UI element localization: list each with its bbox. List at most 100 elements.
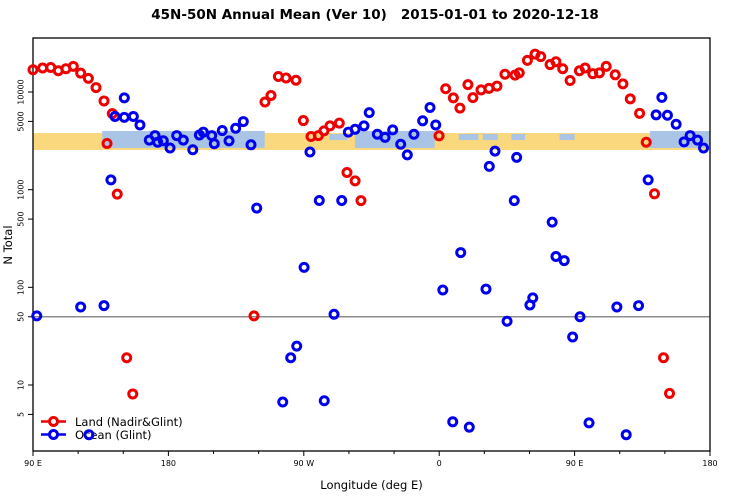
land-data-point [67, 60, 79, 72]
x-tick-label: 180 [702, 459, 717, 468]
y-tick-label: 1000 [17, 179, 26, 199]
land-data-point [658, 352, 670, 364]
ocean-band-dash [329, 134, 348, 141]
ocean-data-point [328, 308, 340, 320]
ocean-data-point [118, 111, 130, 123]
ocean-data-point [684, 130, 696, 142]
ocean-data-point [424, 101, 436, 113]
y-tick-label: 10 [17, 380, 26, 390]
ocean-data-point [670, 118, 682, 130]
land-data-point [98, 95, 110, 107]
ocean-data-point [567, 331, 579, 343]
y-tick-label: 100 [17, 280, 26, 295]
ocean-data-point [633, 300, 645, 312]
ocean-data-point [164, 142, 176, 154]
land-data-point [440, 83, 452, 95]
ocean-data-point [98, 300, 110, 312]
land-data-point [280, 72, 292, 84]
land-data-point [290, 74, 302, 86]
ocean-data-point [417, 115, 429, 127]
land-data-point [593, 67, 605, 79]
land-data-point [355, 195, 367, 207]
x-tick-label: 90 W [293, 459, 314, 468]
ocean-data-point [489, 145, 501, 157]
land-data-point [333, 117, 345, 129]
land-data-point [259, 96, 271, 108]
ocean-data-point [152, 136, 164, 148]
ocean-data-point [480, 283, 492, 295]
ocean-band-dash [458, 134, 479, 141]
land-data-point [557, 63, 569, 75]
land-data-point [550, 56, 562, 68]
land-data-point [513, 67, 525, 79]
ocean-data-point [511, 151, 523, 163]
land-data-point [462, 79, 474, 91]
ocean-data-point [83, 429, 95, 441]
y-tick-label: 10000 [17, 79, 26, 104]
ocean-data-point [508, 195, 520, 207]
ocean-data-point [245, 139, 257, 151]
ocean-data-point [430, 119, 442, 131]
ocean-band-dash [511, 134, 525, 141]
ocean-data-point [298, 261, 310, 273]
ocean-data-point [237, 116, 249, 128]
ocean-data-point [318, 395, 330, 407]
land-data-point [491, 80, 503, 92]
ocean-data-point [408, 128, 420, 140]
land-data-point [535, 51, 547, 63]
ocean-data-point [437, 284, 449, 296]
ocean-data-point [583, 417, 595, 429]
ocean-data-point [611, 301, 623, 313]
ocean-data-point [558, 255, 570, 267]
ocean-data-point [574, 311, 586, 323]
land-data-point [467, 92, 479, 104]
legend-label-ocean: Ocean (Glint) [75, 428, 152, 442]
land-data-point [447, 92, 459, 104]
ocean-data-point [127, 110, 139, 122]
ocean-data-point [349, 123, 361, 135]
ocean-data-point [118, 92, 130, 104]
land-data-point [648, 188, 660, 200]
ocean-data-point [650, 109, 662, 121]
ocean-data-point [501, 315, 513, 327]
land-data-point [111, 188, 123, 200]
x-tick-label: 90 E [566, 459, 584, 468]
ocean-data-point [230, 122, 242, 134]
ocean-data-point [336, 194, 348, 206]
land-data-point [564, 75, 576, 87]
y-tick-label: 50 [17, 312, 26, 322]
ocean-data-point [157, 135, 169, 147]
ocean-data-point [187, 144, 199, 156]
land-data-point [664, 387, 676, 399]
ocean-data-point [678, 136, 690, 148]
chart-title: 45N-50N Annual Mean (Ver 10) 2015-01-01 … [151, 7, 599, 23]
land-data-point [121, 352, 133, 364]
ocean-data-point [177, 134, 189, 146]
land-data-point [265, 90, 277, 102]
ocean-data-point [31, 310, 43, 322]
land-data-point [454, 102, 466, 114]
y-tick-label: 500 [17, 211, 26, 226]
plot-frame [32, 37, 711, 452]
ocean-data-point [285, 352, 297, 364]
ocean-data-point [550, 250, 562, 262]
ocean-data-point [134, 119, 146, 131]
land-data-point [499, 68, 511, 80]
land-data-point [127, 388, 139, 400]
ocean-band-dash [559, 134, 575, 141]
land-data-point [640, 136, 652, 148]
land-data-point [90, 82, 102, 94]
ocean-data-point [395, 138, 407, 150]
ocean-data-point [524, 299, 536, 311]
ocean-data-point [698, 142, 710, 154]
ocean-data-point [363, 107, 375, 119]
ocean-data-point [197, 126, 209, 138]
x-tick-label: 180 [161, 459, 176, 468]
legend-marker-circle-land [48, 416, 59, 427]
ocean-data-point [546, 216, 558, 228]
land-data-point [521, 54, 533, 66]
land-data-point [609, 69, 621, 81]
land-data-point [579, 62, 591, 74]
